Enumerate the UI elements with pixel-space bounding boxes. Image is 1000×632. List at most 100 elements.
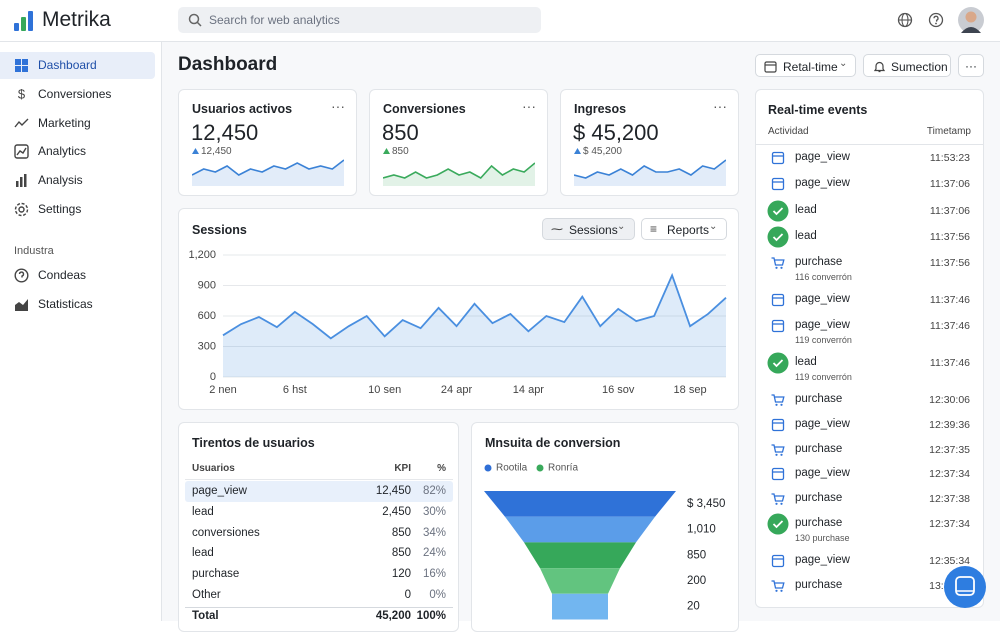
event-sub: 119 converrón [795, 372, 852, 382]
logo-bar [28, 11, 33, 31]
funnel-chart: Rootila Ronría $ 3,450 1,010 850 200 20 [484, 463, 725, 620]
event-time: 11:37:46 [929, 294, 970, 306]
legend-label: Rootila [496, 463, 528, 474]
table-header: % [437, 463, 446, 474]
icon-part [771, 151, 785, 165]
funnel-label: 1,010 [687, 524, 716, 536]
kpi-card: Usuarios activos ··· 12,450 12,450 [178, 89, 357, 196]
kpi-menu[interactable]: ··· [522, 98, 536, 114]
icon-part [20, 177, 23, 188]
icon-part [772, 207, 784, 216]
nav-item[interactable]: Conversiones [38, 86, 112, 101]
table-cell: 12,450 [375, 485, 411, 497]
icon-part [16, 148, 27, 156]
sessions-button[interactable]: ⁓ Sessions ⌄ [542, 218, 635, 240]
sparkline-line [574, 159, 726, 179]
funnel-segment [524, 542, 636, 569]
icon-part [14, 202, 29, 217]
kpi-value: $ 45,200 [573, 120, 659, 145]
delta-arrow [192, 148, 199, 154]
nav-item[interactable]: Settings [38, 202, 82, 216]
kpi-delta: 850 [392, 146, 409, 157]
icon-part [767, 352, 789, 374]
logo-bar [21, 17, 26, 31]
icon-part [771, 257, 785, 266]
icon-part [14, 268, 29, 283]
button-label: Sumection [891, 60, 948, 74]
filter-icon: ≡ [650, 222, 658, 236]
x-tick-label: 18 sep [674, 384, 707, 396]
nav-icon: $ [18, 87, 26, 101]
event-sub: 130 purchase [795, 533, 850, 543]
icon-part [16, 181, 19, 188]
icon-part [775, 453, 778, 456]
icon-part [15, 299, 28, 311]
funnel-segment [484, 491, 676, 517]
event-icon [771, 257, 785, 269]
table-cell: 120 [391, 568, 411, 581]
icon-part [780, 403, 783, 406]
sumection-button[interactable]: Sumection [863, 54, 951, 77]
help [935, 22, 937, 25]
kpi-menu[interactable]: ··· [331, 98, 345, 114]
table-header: Usuarios [192, 463, 235, 474]
realtime-button[interactable]: Retal-time ⌄ [755, 54, 856, 77]
arrow [383, 148, 390, 154]
help [928, 12, 944, 28]
funnel-segment [505, 516, 655, 543]
reports-button[interactable]: ≡ Reports ⌄ [641, 218, 727, 240]
event-name: page_view [795, 554, 850, 566]
chat-button[interactable] [944, 566, 986, 608]
sparkline-line [192, 159, 344, 176]
chat-bg [944, 566, 986, 608]
icon-part [15, 59, 21, 65]
legend-dot [536, 464, 544, 472]
nav-item[interactable]: Marketing [38, 115, 91, 130]
nav-item[interactable]: Condeas [38, 268, 87, 282]
funnel-card: Mnsuita de conversion Rootila Ronría $ 3,45… [471, 422, 739, 632]
kpi-menu[interactable]: ··· [713, 98, 727, 114]
table-cell: lead [192, 505, 214, 518]
event-time: 12:37:38 [929, 493, 970, 505]
funnel-segment [552, 593, 608, 620]
table-total: 100% [416, 610, 446, 622]
event-time: 12:35:34 [929, 555, 970, 567]
search-box[interactable]: Search for web analytics [178, 7, 541, 33]
search-icon [188, 13, 202, 27]
table-cell: page_view [192, 485, 247, 497]
nav-item[interactable]: Analytics [38, 144, 87, 159]
y-tick-label: 300 [198, 340, 216, 352]
event-time: 11:37:56 [929, 257, 970, 269]
chevron: ⌄ [839, 58, 848, 69]
event-icon [771, 418, 785, 432]
sparkline [574, 159, 726, 186]
calendar-icon [764, 61, 777, 73]
nav-icon [14, 118, 29, 128]
nav-icon [14, 144, 29, 160]
event-name: lead [795, 230, 817, 242]
nav-item[interactable]: Analysis [38, 173, 83, 188]
nav-item[interactable]: Statisticas [38, 297, 93, 311]
table-header: KPI [394, 463, 411, 474]
x-tick-label: 6 hst [283, 384, 307, 396]
row-highlight [185, 481, 453, 502]
sparkline-area [574, 160, 726, 186]
event-icon [771, 580, 785, 592]
event-time: 11:37:06 [929, 205, 970, 217]
total-rule [185, 607, 453, 608]
avatar-body [961, 27, 981, 33]
button-label: Sessions [569, 223, 618, 237]
card-title: Real-time events [768, 103, 868, 117]
nav-item[interactable]: Dashboard [38, 58, 97, 72]
chat-icon [955, 576, 975, 596]
y-tick-label: 900 [198, 279, 216, 291]
icon-part [772, 233, 784, 242]
event-sub: 119 converrón [795, 335, 852, 345]
funnel-label: $ 3,450 [687, 498, 725, 510]
help-icon [928, 12, 944, 28]
chevron: ⌄ [709, 221, 718, 232]
sessions-card: Sessions ⁓ Sessions ⌄ ≡ Reports ⌄ 0 300 600 900 1,2… [178, 208, 739, 410]
table-cell: 2,450 [382, 505, 411, 518]
icon-part [780, 453, 783, 456]
more-button[interactable]: ··· [958, 54, 984, 77]
